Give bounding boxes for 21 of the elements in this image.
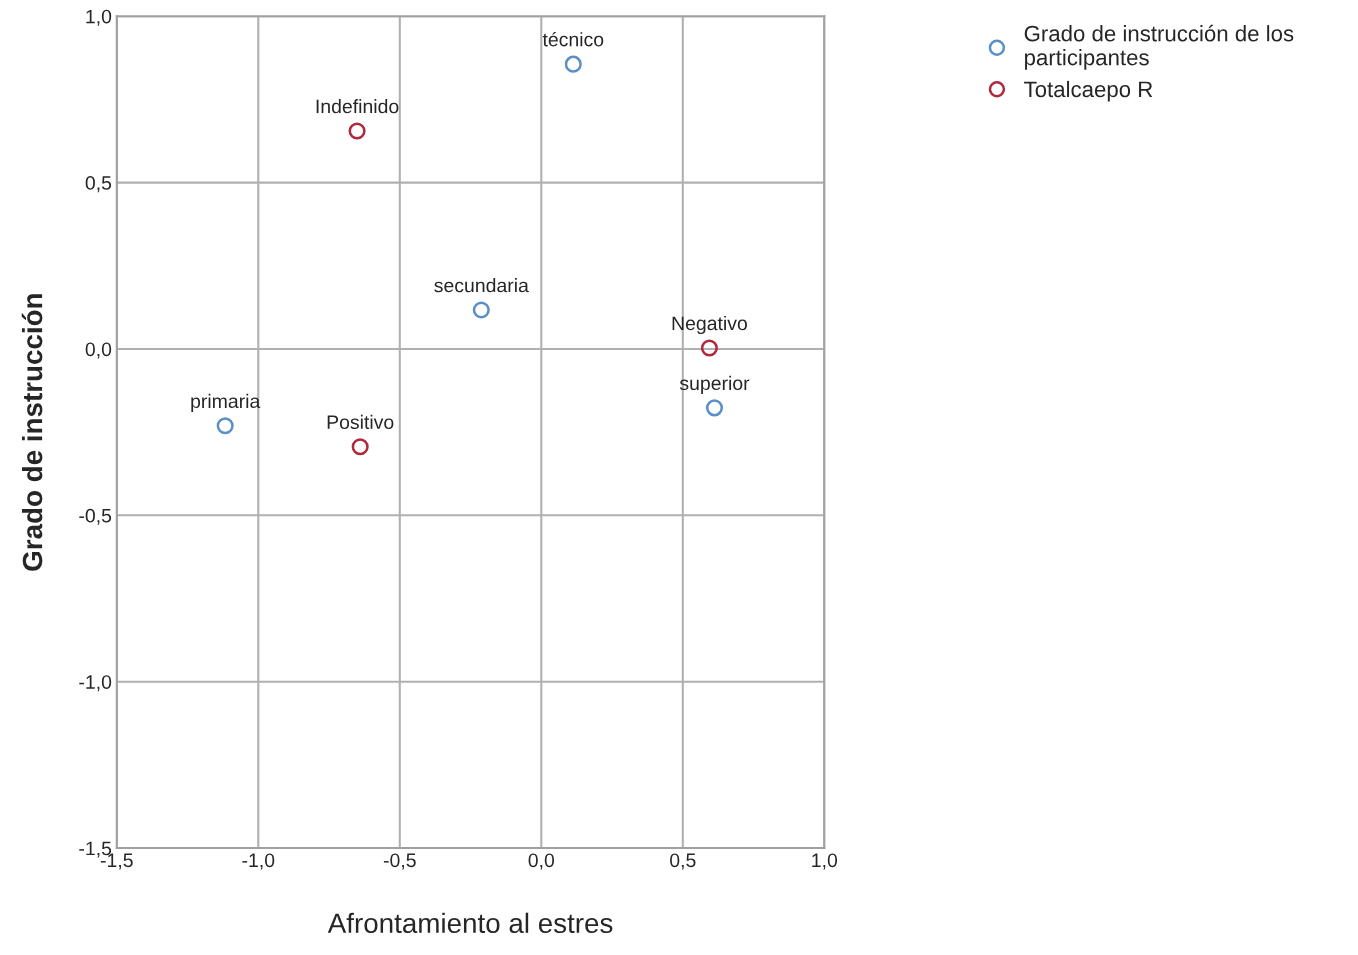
y-tick-label: 1,0: [86, 9, 112, 26]
y-tick-label: -0,5: [79, 508, 112, 525]
x-tick-label: -1,0: [242, 853, 275, 870]
annotation: Indefinido: [316, 99, 399, 114]
annotation: Negativo: [672, 315, 747, 335]
annotation: superior: [679, 375, 750, 394]
x-axis-title: Afrontamiento al estres: [327, 912, 613, 934]
annotation: Positivo: [327, 414, 394, 430]
x-tick-label: 0,5: [670, 853, 696, 870]
legend-label: Grado de instrucción de los participantes: [1024, 24, 1294, 70]
y-tick-label: 0,0: [85, 342, 112, 359]
x-tick-label: 1,0: [812, 853, 838, 870]
y-axis-title: Grado de instrucción: [21, 294, 43, 571]
y-tick-label: 0,5: [85, 176, 112, 193]
annotation: primaria: [191, 393, 261, 412]
legend-label: Totalcaepo R: [1024, 80, 1153, 102]
y-tick-label: -1,0: [79, 675, 112, 692]
x-tick-label: -0,5: [383, 853, 416, 870]
annotation: secundaria: [434, 278, 529, 293]
annotation: técnico: [542, 31, 604, 47]
x-tick-label: 0,0: [528, 853, 555, 870]
